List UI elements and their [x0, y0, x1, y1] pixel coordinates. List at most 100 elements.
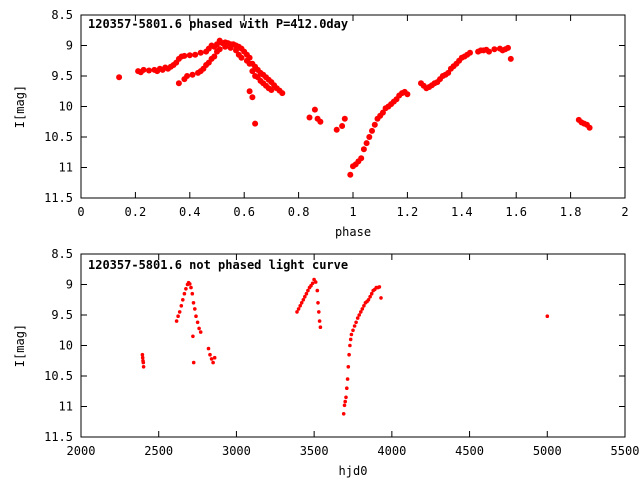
data-point	[211, 53, 218, 60]
y-tick-label: 10.5	[44, 130, 73, 144]
data-point	[189, 71, 196, 78]
x-tick-label: 0.4	[179, 205, 201, 219]
data-point	[404, 91, 411, 98]
x-tick-label: 0	[77, 205, 84, 219]
x-tick-label: 1.6	[505, 205, 527, 219]
y-tick-label: 11	[59, 400, 73, 414]
x-tick-label: 4500	[455, 444, 484, 458]
data-point	[181, 52, 188, 59]
x-tick-label: 0.6	[233, 205, 255, 219]
data-point	[341, 412, 346, 416]
data-point	[379, 109, 386, 116]
data-point	[310, 281, 315, 286]
data-point	[176, 314, 180, 319]
data-point	[351, 328, 355, 333]
data-point	[545, 314, 550, 319]
x-tick-label: 3500	[300, 444, 329, 458]
phased-light-curve-chart: 120357-5801.6 phased with P=412.0day pha…	[13, 8, 629, 239]
y-tick-label: 11.5	[44, 430, 73, 444]
y-axis-label: I[mag]	[13, 85, 27, 128]
data-point	[177, 310, 182, 314]
x-tick-label: 1	[349, 205, 356, 219]
x-tick-label: 4000	[377, 444, 406, 458]
data-point	[116, 74, 123, 81]
data-point	[346, 365, 351, 369]
data-point	[191, 360, 196, 365]
data-point	[369, 127, 375, 134]
data-point	[342, 403, 347, 408]
data-point	[316, 301, 320, 305]
data-point	[345, 386, 349, 391]
x-tick-label: 5500	[611, 444, 640, 458]
data-point	[317, 310, 321, 314]
data-point	[358, 155, 365, 162]
data-point	[198, 330, 203, 334]
data-point	[306, 114, 313, 121]
data-point	[354, 320, 358, 325]
data-point	[371, 121, 378, 128]
data-point	[366, 298, 371, 302]
data-point	[586, 124, 593, 131]
data-point	[315, 288, 320, 293]
y-tick-label: 9	[66, 39, 73, 53]
data-point	[491, 46, 498, 53]
data-point	[175, 80, 182, 87]
y-tick-label: 10.5	[44, 369, 73, 383]
data-point	[233, 47, 239, 54]
data-point	[360, 307, 365, 311]
x-tick-label: 0.2	[125, 205, 147, 219]
data-point	[345, 377, 350, 381]
data-point	[368, 294, 372, 299]
data-point	[507, 55, 514, 62]
data-point	[341, 115, 348, 122]
data-point	[140, 66, 147, 73]
data-point	[467, 49, 473, 56]
data-point	[191, 301, 196, 305]
data-point	[190, 291, 195, 296]
data-point	[182, 291, 187, 296]
data-point	[268, 87, 275, 93]
data-point	[366, 134, 373, 140]
data-point	[141, 360, 146, 365]
y-tick-label: 11.5	[44, 191, 73, 205]
x-tick-label: 2500	[144, 444, 173, 458]
data-point	[184, 73, 191, 79]
data-point	[333, 126, 340, 133]
data-point	[246, 88, 253, 95]
data-point	[191, 334, 195, 339]
x-tick-label: 1.8	[560, 205, 582, 219]
data-point	[311, 106, 318, 113]
y-axis-label: I[mag]	[13, 324, 27, 367]
data-point	[352, 324, 357, 328]
data-points	[116, 37, 593, 178]
data-point	[363, 140, 370, 147]
x-tick-label: 1.2	[397, 205, 419, 219]
data-point	[216, 46, 223, 53]
data-point	[486, 48, 492, 55]
data-point	[192, 51, 199, 58]
y-tick-label: 10	[59, 100, 73, 114]
data-point	[377, 285, 382, 289]
data-point	[188, 282, 192, 286]
chart-title: 120357-5801.6 not phased light curve	[88, 258, 348, 272]
data-point	[318, 325, 323, 330]
data-point	[249, 68, 256, 75]
plot-frame	[80, 253, 626, 438]
data-point	[193, 307, 197, 311]
data-point	[212, 355, 217, 360]
data-point	[249, 94, 256, 101]
data-point	[359, 310, 363, 314]
data-point	[313, 280, 318, 284]
data-point	[179, 304, 184, 308]
data-point	[306, 288, 310, 293]
data-point	[197, 326, 201, 331]
data-point	[317, 319, 322, 323]
x-tick-label: 2	[621, 205, 628, 219]
y-tick-label: 8.5	[51, 8, 73, 22]
data-point	[317, 118, 324, 125]
data-point	[181, 298, 185, 302]
data-point	[505, 44, 511, 51]
data-point	[348, 343, 352, 348]
data-point	[347, 352, 351, 357]
data-point	[349, 332, 354, 337]
